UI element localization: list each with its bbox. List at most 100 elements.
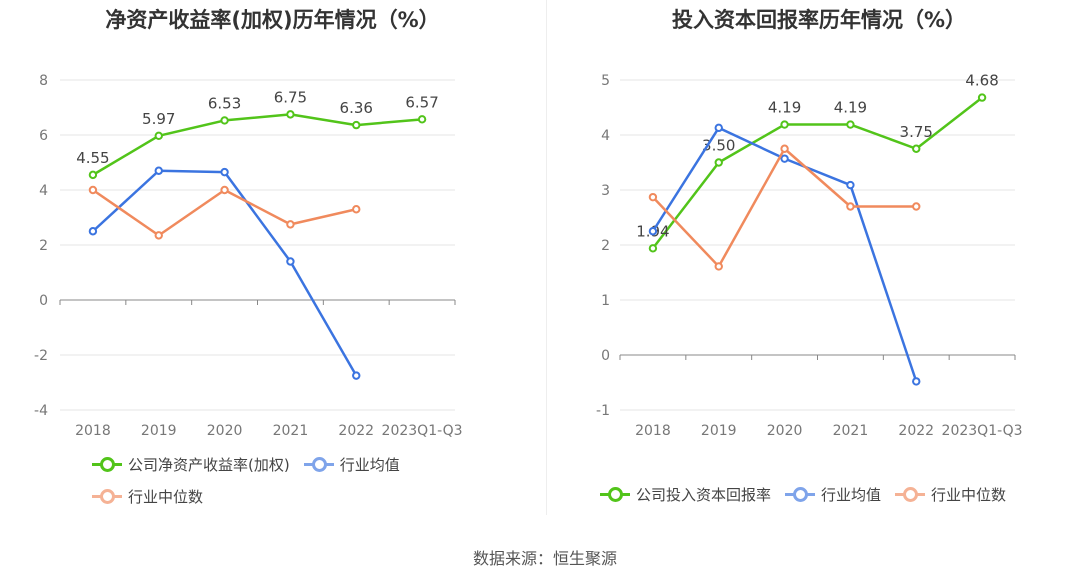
legend-label: 公司投入资本回报率 <box>636 485 772 504</box>
legend-swatch-icon <box>600 487 630 502</box>
y-tick-label: -1 <box>596 403 610 419</box>
legend-label: 公司净资产收益率(加权) <box>128 455 290 474</box>
data-label: 4.19 <box>834 99 867 117</box>
y-tick-label: 3 <box>601 183 610 199</box>
y-tick-label: -2 <box>34 348 48 364</box>
legend-swatch-icon <box>303 457 334 472</box>
data-point-company <box>352 120 361 130</box>
legend-label: 行业中位数 <box>128 487 204 506</box>
x-tick-label: 2020 <box>207 423 243 439</box>
data-point-median <box>88 185 98 195</box>
data-point-avg <box>780 154 789 163</box>
y-tick-label: 0 <box>601 348 610 364</box>
data-point-company <box>286 110 295 119</box>
data-point-median <box>154 231 163 240</box>
data-point-company <box>154 131 163 141</box>
data-point-avg <box>648 227 658 236</box>
data-point-company <box>912 144 921 153</box>
data-point-median <box>780 144 789 153</box>
data-point-median <box>220 185 229 195</box>
series-line-avg <box>92 169 358 377</box>
legend-item-company[interactable]: 公司净资产收益率(加权) <box>92 448 290 480</box>
data-point-avg <box>352 371 361 380</box>
x-tick-label: 2020 <box>767 423 803 439</box>
legend-swatch-icon <box>92 457 122 472</box>
data-point-company <box>780 120 789 129</box>
roic-chart-panel: 投入资本回报率历年情况（%） 5 4 3 2 1 0 -1 2018 2019 2020 2021 2… <box>548 0 1090 520</box>
x-tick-label: 2021 <box>273 423 309 439</box>
y-tick-label: 4 <box>39 183 48 199</box>
legend-label: 行业均值 <box>821 485 882 504</box>
x-tick-label: 2019 <box>701 423 737 439</box>
data-label: 3.75 <box>900 123 933 141</box>
legend-item-company[interactable]: 公司投入资本回报率 <box>600 478 771 510</box>
data-point-company <box>977 93 987 102</box>
data-point-avg <box>714 123 723 133</box>
y-tick-label: 2 <box>601 238 610 254</box>
y-tick-label: 4 <box>601 128 610 144</box>
chart-legend: 公司投入资本回报率 行业均值 行业中位数 <box>600 478 1080 510</box>
data-point-avg <box>88 227 98 236</box>
chart-title: 净资产收益率(加权)历年情况（%） <box>105 8 440 32</box>
y-tick-label: 1 <box>601 293 610 309</box>
y-tick-label: 0 <box>39 293 48 309</box>
chart-title: 投入资本回报率历年情况（%） <box>671 8 967 32</box>
series-line-avg <box>651 126 918 382</box>
data-point-median <box>352 205 361 214</box>
data-point-avg <box>846 180 855 190</box>
data-point-avg <box>220 167 229 177</box>
roic-line-chart: 543210-1201820192020202120222023Q1-Q31.9… <box>596 72 1023 439</box>
legend-item-median[interactable]: 行业中位数 <box>895 478 1006 510</box>
data-label: 6.36 <box>340 99 373 117</box>
data-point-company <box>648 244 658 253</box>
data-label: 4.19 <box>768 99 801 117</box>
data-point-company <box>88 170 98 180</box>
panel-divider <box>546 0 547 515</box>
x-tick-label: 2021 <box>833 423 869 439</box>
legend-item-avg[interactable]: 行业均值 <box>303 448 400 480</box>
legend-swatch-icon <box>785 487 816 502</box>
data-label: 4.68 <box>965 72 998 90</box>
data-label: 5.97 <box>142 110 175 128</box>
data-point-median <box>714 262 723 271</box>
x-tick-label: 2018 <box>635 423 671 439</box>
legend-label: 行业均值 <box>339 455 400 474</box>
data-point-median <box>648 192 658 202</box>
legend-swatch-icon <box>895 487 926 502</box>
x-tick-label: 2019 <box>141 423 177 439</box>
data-point-median <box>286 220 295 229</box>
series-line-company <box>651 96 983 250</box>
data-point-company <box>220 116 229 125</box>
data-source-note: 数据来源：恒生聚源 <box>472 549 617 568</box>
legend-item-avg[interactable]: 行业均值 <box>785 478 881 510</box>
y-tick-label: 5 <box>601 73 610 89</box>
data-label: 6.57 <box>405 93 438 111</box>
legend-label: 行业中位数 <box>931 485 1007 504</box>
data-point-median <box>846 202 855 211</box>
data-point-company <box>417 115 427 124</box>
data-label: 6.75 <box>274 88 307 106</box>
roe-line-chart: 8 6 4 2 0 -2 -4 2018 2019 2020 2021 2022 2023Q1-Q3 4.… <box>34 73 463 439</box>
y-tick-label: 2 <box>39 238 48 254</box>
series-line-median <box>92 188 357 237</box>
data-point-median <box>912 202 921 211</box>
chart-legend: 公司净资产收益率(加权) 行业均值行业中位数 <box>92 448 512 512</box>
data-label: 6.53 <box>208 94 241 112</box>
y-tick-label: -4 <box>34 403 48 419</box>
data-point-company <box>846 120 855 129</box>
data-point-company <box>714 158 723 167</box>
series-line-company <box>92 113 423 176</box>
series-line-median <box>652 147 917 268</box>
data-point-avg <box>286 257 295 266</box>
x-tick-label: 2022 <box>898 423 934 439</box>
x-tick-label: 2023Q1-Q3 <box>382 423 463 439</box>
legend-item-median[interactable]: 行业中位数 <box>92 480 203 512</box>
data-point-avg <box>912 377 921 386</box>
x-tick-label: 2018 <box>75 423 111 439</box>
roe-chart-panel: 净资产收益率(加权)历年情况（%） 8 6 4 2 0 -2 -4 2018 2019 2020 2… <box>0 0 545 520</box>
x-tick-label: 2023Q1-Q3 <box>942 423 1023 439</box>
data-point-avg <box>154 166 163 175</box>
y-tick-label: 6 <box>39 128 48 144</box>
y-tick-label: 8 <box>39 73 48 89</box>
x-tick-label: 2022 <box>338 423 374 439</box>
